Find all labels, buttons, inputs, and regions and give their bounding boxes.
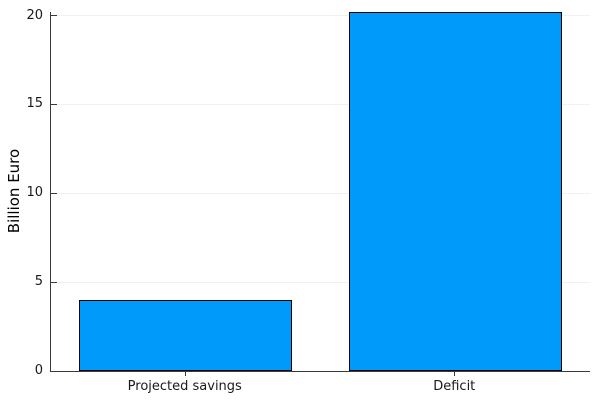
y-tick-label: 5: [34, 274, 43, 290]
gridline: [51, 15, 590, 17]
y-tick-mark: [51, 103, 57, 105]
y-tick-mark: [51, 281, 57, 283]
x-tick-label: Deficit: [433, 379, 476, 394]
y-tick-label: 15: [26, 96, 43, 112]
bar-deficit: [348, 12, 562, 371]
bar-projected-savings: [79, 299, 293, 371]
y-tick-mark: [51, 15, 57, 17]
x-tick-mark: [454, 372, 456, 376]
x-tick-label: Projected savings: [127, 379, 242, 394]
gridline: [51, 103, 590, 105]
gridline: [51, 281, 590, 283]
gridline: [51, 192, 590, 194]
y-tick-mark: [51, 370, 57, 372]
y-tick-label: 0: [34, 363, 43, 378]
x-tick-mark: [184, 372, 186, 376]
y-tick-label: 10: [26, 185, 43, 201]
y-tick-label: 20: [26, 7, 43, 23]
y-tick-mark: [51, 192, 57, 194]
plot-area: [50, 12, 590, 372]
